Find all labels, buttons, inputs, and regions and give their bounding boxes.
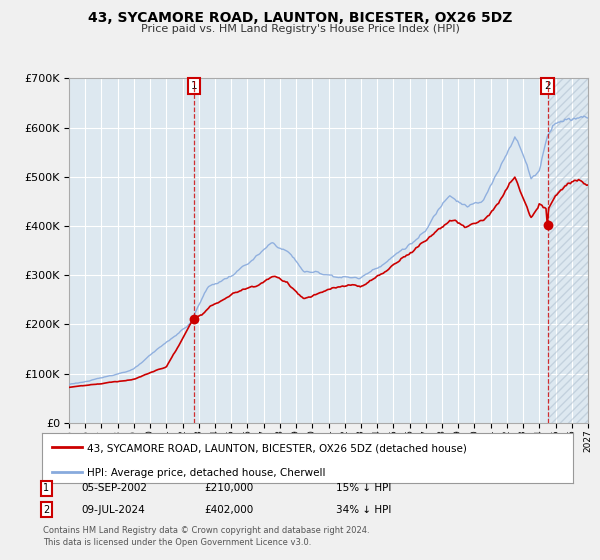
Text: Contains HM Land Registry data © Crown copyright and database right 2024.
This d: Contains HM Land Registry data © Crown c… (43, 526, 370, 547)
Text: 15% ↓ HPI: 15% ↓ HPI (336, 483, 391, 493)
Text: 34% ↓ HPI: 34% ↓ HPI (336, 505, 391, 515)
Bar (548, 78, 588, 423)
Bar (548, 78, 588, 423)
Text: Price paid vs. HM Land Registry's House Price Index (HPI): Price paid vs. HM Land Registry's House … (140, 24, 460, 34)
Text: £402,000: £402,000 (204, 505, 253, 515)
Text: £210,000: £210,000 (204, 483, 253, 493)
Text: 2: 2 (43, 505, 49, 515)
Text: 43, SYCAMORE ROAD, LAUNTON, BICESTER, OX26 5DZ (detached house): 43, SYCAMORE ROAD, LAUNTON, BICESTER, OX… (87, 443, 467, 453)
Text: 09-JUL-2024: 09-JUL-2024 (81, 505, 145, 515)
Point (189, 315, 199, 324)
Text: 1: 1 (43, 483, 49, 493)
Text: HPI: Average price, detached house, Cherwell: HPI: Average price, detached house, Cher… (87, 468, 326, 478)
Text: 05-SEP-2002: 05-SEP-2002 (81, 483, 147, 493)
Point (543, 221, 553, 230)
Text: 2: 2 (544, 81, 551, 91)
Text: 43, SYCAMORE ROAD, LAUNTON, BICESTER, OX26 5DZ: 43, SYCAMORE ROAD, LAUNTON, BICESTER, OX… (88, 11, 512, 25)
Text: 1: 1 (191, 81, 197, 91)
